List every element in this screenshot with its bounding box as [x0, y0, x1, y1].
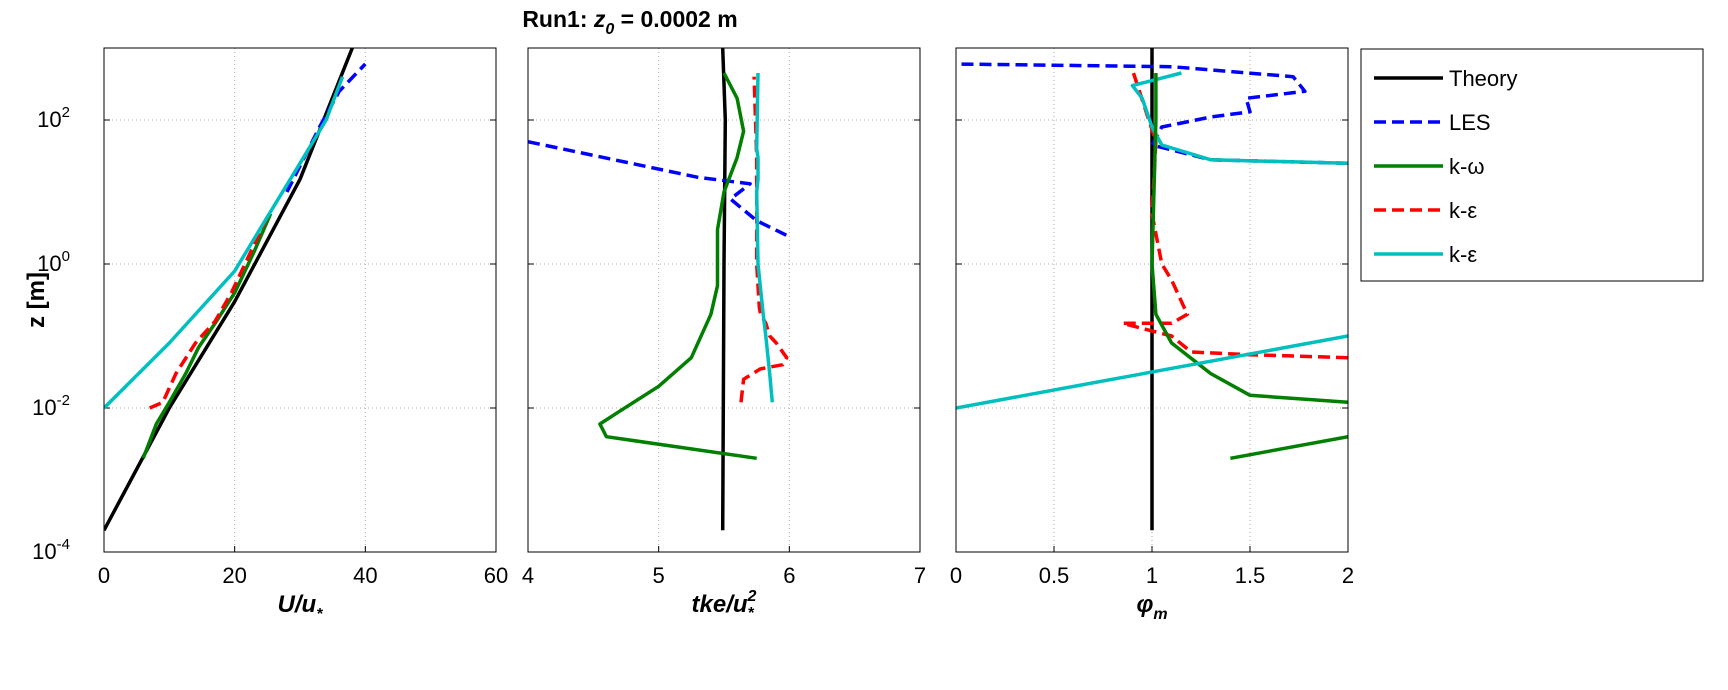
plot-area: [104, 48, 496, 552]
y-tick-label: 10-2: [32, 392, 70, 420]
x-axis-label: φm: [1136, 591, 1167, 623]
legend-label: LES: [1449, 110, 1491, 135]
plot-frame: [955, 47, 1349, 553]
series-line-LES: [528, 139, 791, 239]
series-line-k-ω: [1150, 73, 1348, 405]
series-line-k-ω: [598, 72, 757, 461]
legend: Theory LES k-ω k-ε k-ε: [1360, 48, 1704, 282]
series-line-k-ε: [104, 76, 345, 410]
series-line-k-ε: [149, 216, 269, 410]
series-line-LES: [956, 62, 1348, 166]
y-tick-label: 100: [37, 248, 70, 276]
y-tick-label: 102: [37, 104, 70, 132]
x-tick-label: 4: [522, 563, 534, 588]
y-tick-label: 10-4: [32, 536, 70, 564]
panel-1: 0 20 40 60 10-4 10-2 100 102 U/u*: [32, 47, 508, 623]
chart-title: Run1: z0 = 0.0002 m: [522, 6, 737, 38]
x-tick-label: 0.5: [1039, 563, 1070, 588]
series-group: [104, 48, 367, 532]
x-tick-label: 60: [484, 563, 508, 588]
x-tick-label: 40: [353, 563, 377, 588]
x-axis-label: tke/u2 *: [692, 588, 757, 622]
plot-frame: [103, 47, 497, 553]
series-line-k-ω: [141, 213, 273, 459]
y-axis-label: z [m]: [23, 272, 50, 328]
x-tick-label: 6: [783, 563, 795, 588]
x-tick-label: 0: [98, 563, 110, 588]
x-tick-label: 7: [914, 563, 926, 588]
series-line-k-ε: [754, 72, 775, 403]
plot-frame: [527, 47, 921, 553]
series-line-k-ε: [739, 76, 789, 403]
panels: 0 20 40 60 10-4 10-2 100 102 U/u* 4 5 6 7 tke/u2 * 0 0.5…: [32, 47, 1354, 623]
x-tick-label: 20: [222, 563, 246, 588]
series-line-k-ε: [1130, 71, 1348, 166]
x-tick-label: 1.5: [1235, 563, 1266, 588]
legend-label: k-ω: [1449, 154, 1485, 179]
legend-label: k-ε: [1449, 242, 1477, 267]
x-tick-label: 5: [653, 563, 665, 588]
legend-label: Theory: [1449, 66, 1517, 91]
x-tick-label: 1: [1146, 563, 1158, 588]
x-tick-label: 0: [950, 563, 962, 588]
x-tick-label: 2: [1342, 563, 1354, 588]
series-line-k-ω: [1230, 434, 1348, 461]
legend-label: k-ε: [1449, 198, 1477, 223]
series-group: [956, 48, 1348, 531]
series-line-k-ε: [956, 334, 1348, 410]
series-group: [528, 48, 791, 531]
panel-3: 0 0.5 1 1.5 2 φm: [950, 47, 1354, 623]
x-axis-label: U/u*: [278, 591, 324, 623]
panel-2: 4 5 6 7 tke/u2 *: [522, 47, 926, 622]
